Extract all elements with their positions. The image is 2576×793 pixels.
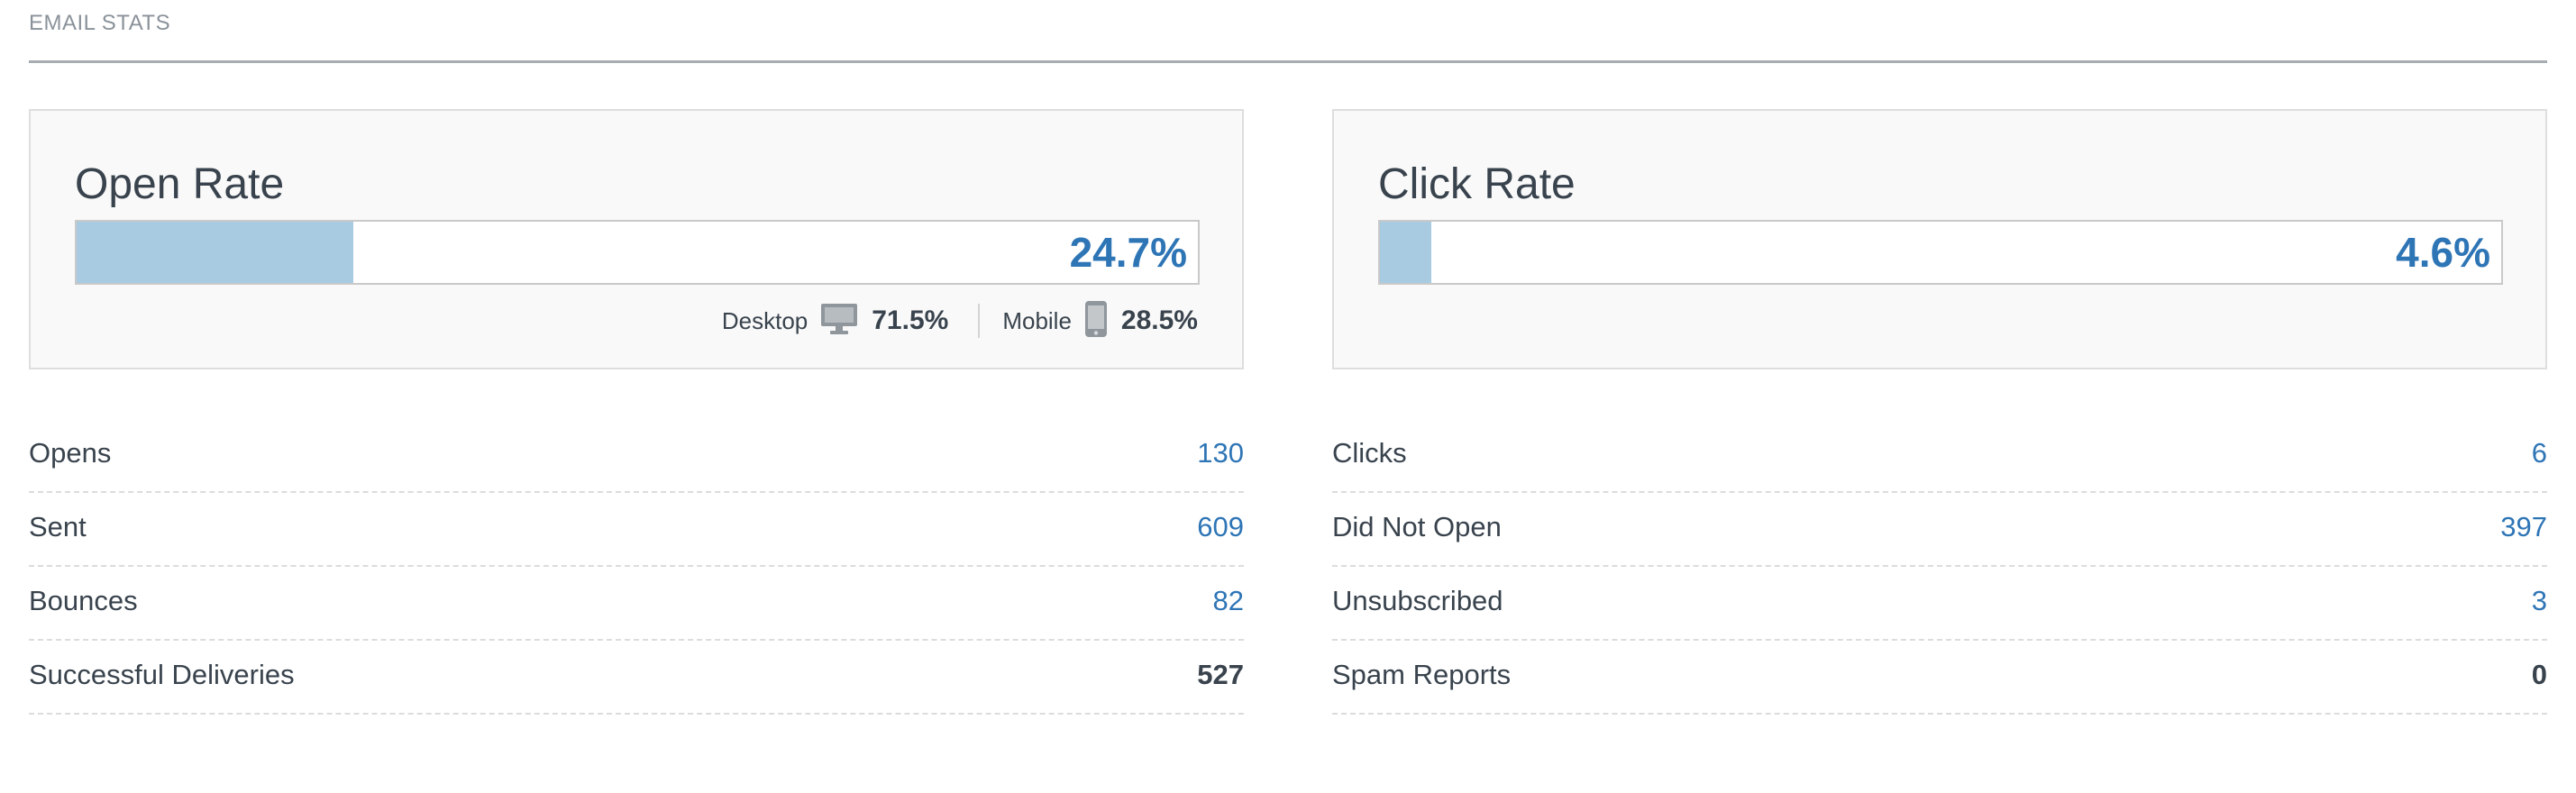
stat-value-link[interactable]: 6 bbox=[2531, 437, 2547, 469]
stat-value: 0 bbox=[2531, 659, 2547, 690]
stat-row-sent: Sent 609 bbox=[29, 495, 1244, 567]
stat-row-did-not-open: Did Not Open 397 bbox=[1332, 495, 2547, 567]
stat-label: Bounces bbox=[29, 585, 138, 616]
device-breakdown: Desktop 71.5% Mobile bbox=[722, 300, 1198, 342]
stat-label: Unsubscribed bbox=[1332, 585, 1503, 616]
stat-row-spam-reports: Spam Reports 0 bbox=[1332, 643, 2547, 715]
stat-label: Clicks bbox=[1332, 437, 1407, 469]
stat-value: 527 bbox=[1197, 659, 1244, 690]
mobile-value: 28.5% bbox=[1120, 305, 1198, 335]
open-rate-bar: 24.7% bbox=[75, 220, 1200, 285]
stat-row-bounces: Bounces 82 bbox=[29, 569, 1244, 641]
stat-label: Did Not Open bbox=[1332, 511, 1502, 542]
mobile-phone-icon bbox=[1084, 300, 1108, 342]
stat-value-link[interactable]: 609 bbox=[1197, 511, 1244, 542]
stat-value-link[interactable]: 130 bbox=[1197, 437, 1244, 469]
open-rate-bar-fill bbox=[77, 222, 354, 283]
stat-value-link[interactable]: 3 bbox=[2531, 585, 2547, 616]
click-rate-value: 4.6% bbox=[2396, 229, 2490, 276]
click-stats-list: Clicks 6 Did Not Open 397 Unsubscribed 3… bbox=[1332, 421, 2547, 715]
click-rate-column: Click Rate 4.6% Clicks 6 Did Not Open 39… bbox=[1332, 109, 2547, 715]
desktop-label: Desktop bbox=[721, 306, 808, 334]
open-rate-value: 24.7% bbox=[1069, 229, 1187, 276]
stat-label: Spam Reports bbox=[1332, 659, 1512, 690]
section-header: EMAIL STATS bbox=[29, 0, 2547, 63]
open-stats-list: Opens 130 Sent 609 Bounces 82 Successful… bbox=[29, 421, 1244, 715]
click-rate-bar-fill bbox=[1380, 222, 1432, 283]
open-rate-column: Open Rate 24.7% Desktop 71.5% Mobile bbox=[29, 109, 1244, 715]
section-title: EMAIL STATS bbox=[29, 11, 171, 35]
open-rate-card: Open Rate 24.7% Desktop 71.5% Mobile bbox=[29, 109, 1244, 369]
stat-label: Sent bbox=[29, 511, 87, 542]
click-rate-title: Click Rate bbox=[1378, 160, 1576, 208]
click-rate-card: Click Rate 4.6% bbox=[1332, 109, 2547, 369]
stat-value-link[interactable]: 82 bbox=[1212, 585, 1244, 616]
stat-row-opens: Opens 130 bbox=[29, 421, 1244, 493]
open-rate-title: Open Rate bbox=[75, 160, 285, 208]
click-rate-bar: 4.6% bbox=[1378, 220, 2503, 285]
stat-row-unsubscribed: Unsubscribed 3 bbox=[1332, 569, 2547, 641]
device-divider bbox=[978, 304, 981, 338]
mobile-label: Mobile bbox=[1002, 306, 1072, 334]
stat-row-successful-deliveries: Successful Deliveries 527 bbox=[29, 643, 1244, 715]
stat-value-link[interactable]: 397 bbox=[2500, 511, 2547, 542]
stat-row-clicks: Clicks 6 bbox=[1332, 421, 2547, 493]
stat-label: Successful Deliveries bbox=[29, 659, 295, 690]
stat-label: Opens bbox=[29, 437, 112, 469]
desktop-value: 71.5% bbox=[872, 305, 949, 335]
desktop-monitor-icon bbox=[820, 302, 858, 341]
